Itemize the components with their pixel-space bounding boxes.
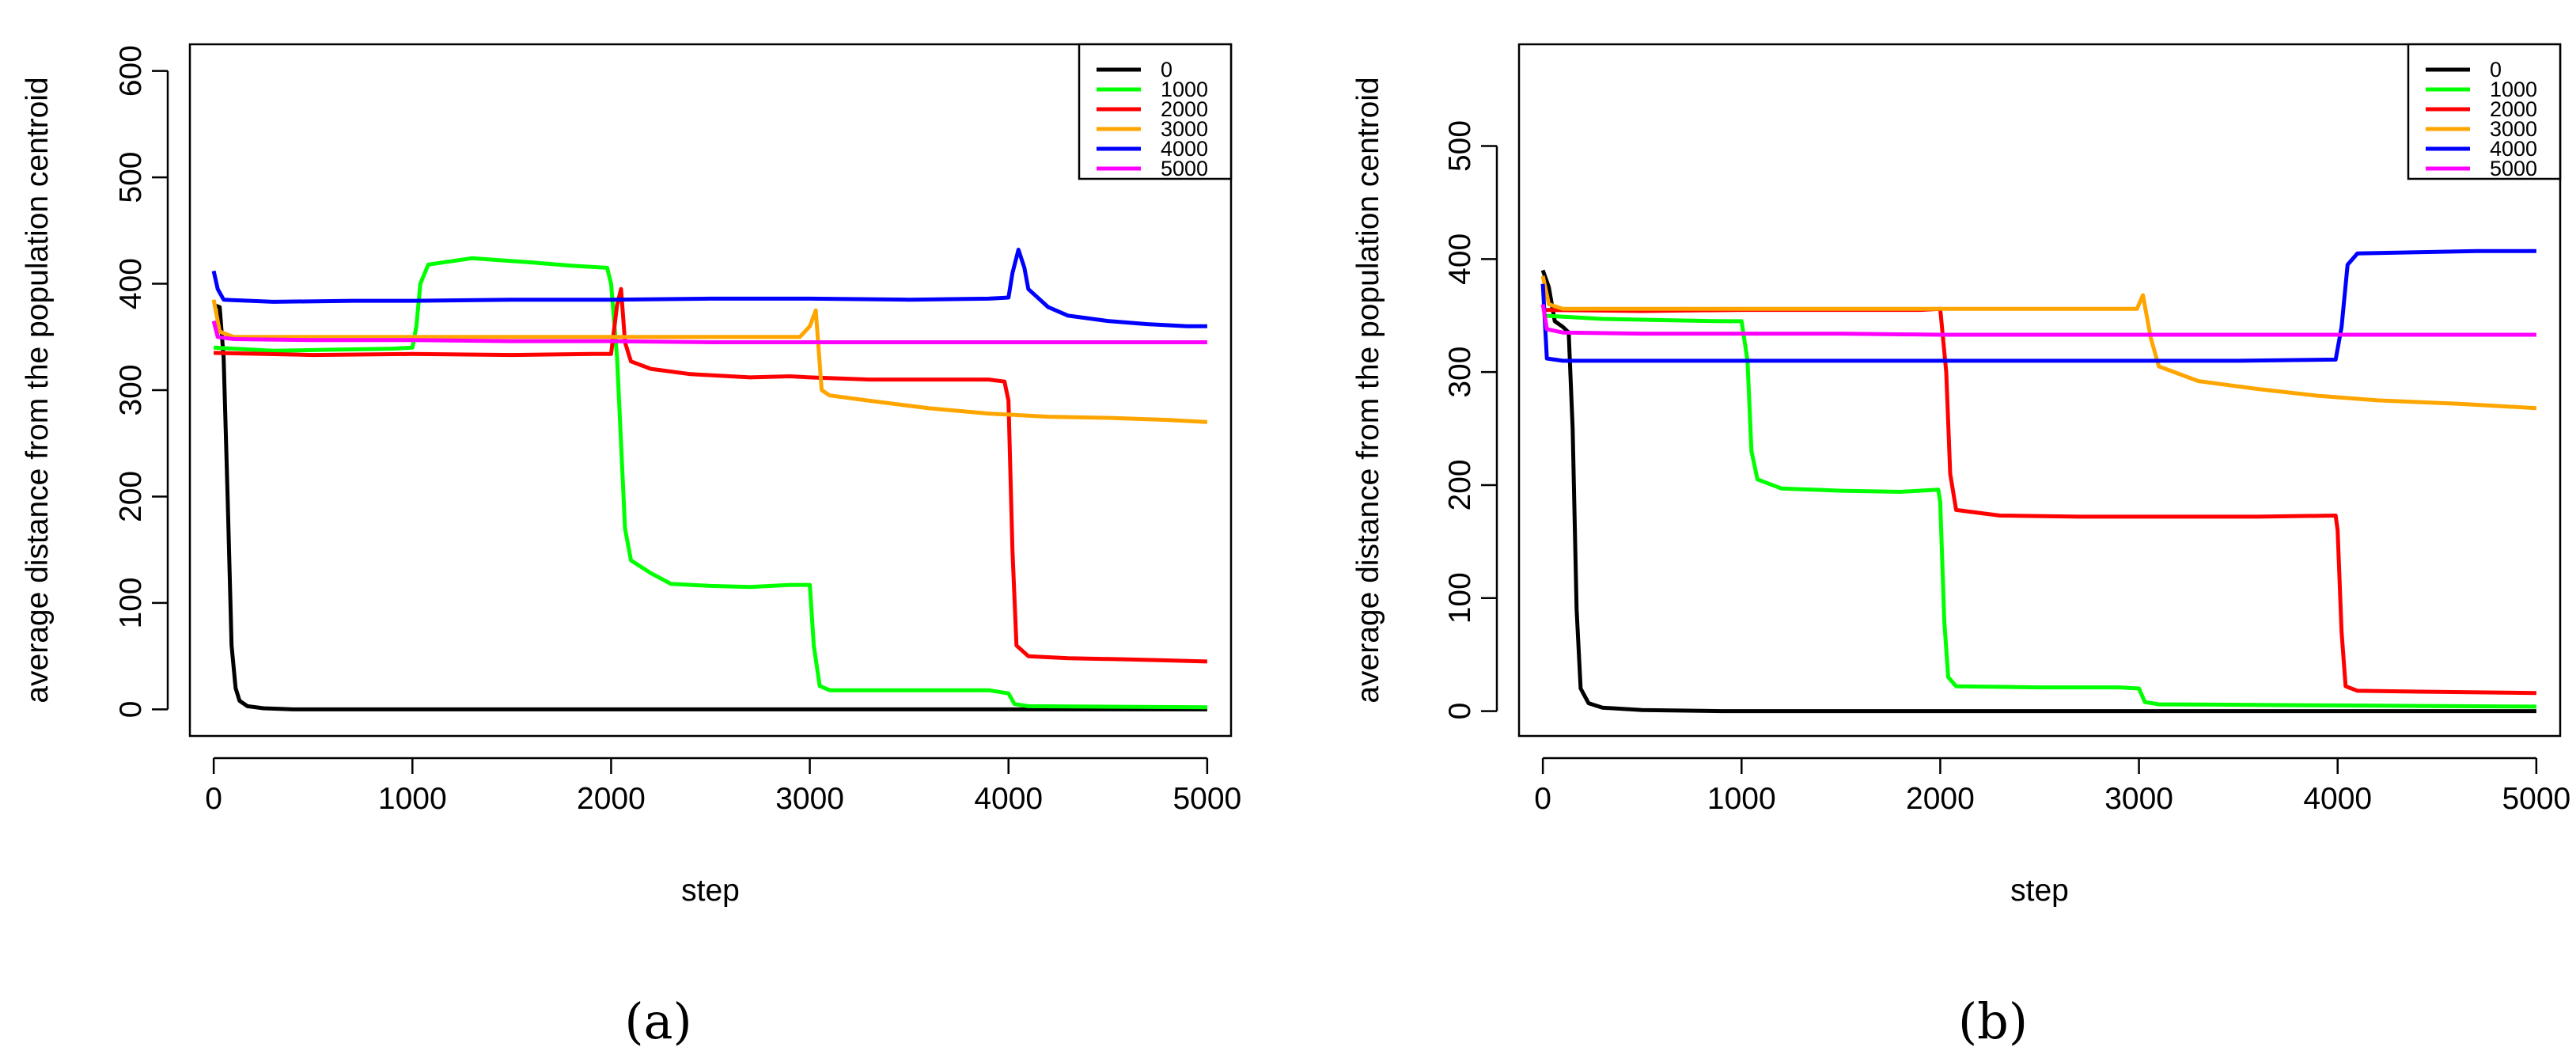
- y-tick-label: 200: [114, 471, 148, 522]
- series-line-0: [1540, 269, 2536, 714]
- series-line-5000: [211, 320, 1207, 344]
- x-tick-label: 5000: [1172, 782, 1241, 816]
- legend-label-1000: 1000: [1161, 78, 1208, 101]
- y-tick-label: 500: [114, 152, 148, 203]
- x-tick-label: 1000: [1707, 782, 1776, 816]
- x-tick-label: 2000: [1906, 782, 1975, 816]
- y-tick-label: 200: [1443, 459, 1477, 510]
- panel-label-a: (a): [624, 992, 691, 1050]
- series-line-5000: [1540, 304, 2536, 337]
- y-tick-label: 0: [114, 701, 148, 719]
- x-axis-title-a: step: [681, 874, 740, 908]
- y-axis-title-b: average distance from the population cen…: [1351, 77, 1385, 703]
- y-tick-label: 100: [1443, 572, 1477, 624]
- legend-label-5000: 5000: [1161, 157, 1208, 180]
- plot-frame-a: [188, 43, 1233, 738]
- series-line-0: [213, 303, 1207, 711]
- legend-label-2000: 2000: [1161, 97, 1208, 121]
- legend-label-0: 0: [1161, 58, 1172, 82]
- x-tick-label: 2000: [577, 782, 646, 816]
- series-line-2000: [1543, 306, 2536, 696]
- panel-label-b: (b): [1958, 992, 2028, 1050]
- legend-label-3000: 3000: [1161, 117, 1208, 141]
- legend-label-4000: 4000: [2490, 137, 2537, 161]
- chart-panel-a: 0 1000 2000 3000 4000 50000100200300400500600…: [21, 43, 1241, 1050]
- legend-label-1000: 1000: [2490, 78, 2537, 101]
- y-tick-label: 400: [1443, 233, 1477, 285]
- x-axis-title-b: step: [2010, 874, 2069, 908]
- series-line-1000: [1542, 313, 2536, 709]
- x-tick-label: 0: [205, 782, 222, 816]
- legend-label-0: 0: [2490, 58, 2502, 82]
- series-line-3000: [211, 299, 1208, 424]
- legend-box: [1078, 43, 1233, 180]
- x-tick-label: 5000: [2502, 782, 2570, 816]
- series-line-4000: [211, 248, 1207, 328]
- series-layer-a: [211, 248, 1208, 711]
- y-tick-label: 300: [114, 364, 148, 415]
- legend-label-4000: 4000: [1161, 137, 1208, 161]
- y-axis-title-a: average distance from the population cen…: [21, 77, 55, 703]
- legend-label-3000: 3000: [2490, 117, 2537, 141]
- legend-label-5000: 5000: [2490, 157, 2537, 180]
- x-tick-label: 0: [1534, 782, 1551, 816]
- legend-box: [2407, 43, 2562, 180]
- y-tick-label: 400: [114, 258, 148, 309]
- x-tick-label: 4000: [2303, 782, 2372, 816]
- series-line-4000: [1540, 248, 2536, 363]
- y-tick-label: 300: [1443, 347, 1477, 398]
- series-layer-b: [1540, 248, 2537, 714]
- plot-frame-b: [1517, 43, 2562, 738]
- x-tick-label: 3000: [775, 782, 844, 816]
- series-line-3000: [1540, 275, 2537, 411]
- y-tick-label: 500: [1443, 120, 1477, 172]
- series-line-1000: [213, 256, 1207, 710]
- x-tick-label: 1000: [378, 782, 447, 816]
- y-tick-label: 0: [1443, 703, 1477, 720]
- y-tick-label: 600: [114, 45, 148, 97]
- series-line-2000: [214, 286, 1207, 664]
- x-tick-label: 4000: [974, 782, 1043, 816]
- legend-label-2000: 2000: [2490, 97, 2537, 121]
- y-tick-label: 100: [114, 577, 148, 628]
- x-tick-label: 3000: [2104, 782, 2173, 816]
